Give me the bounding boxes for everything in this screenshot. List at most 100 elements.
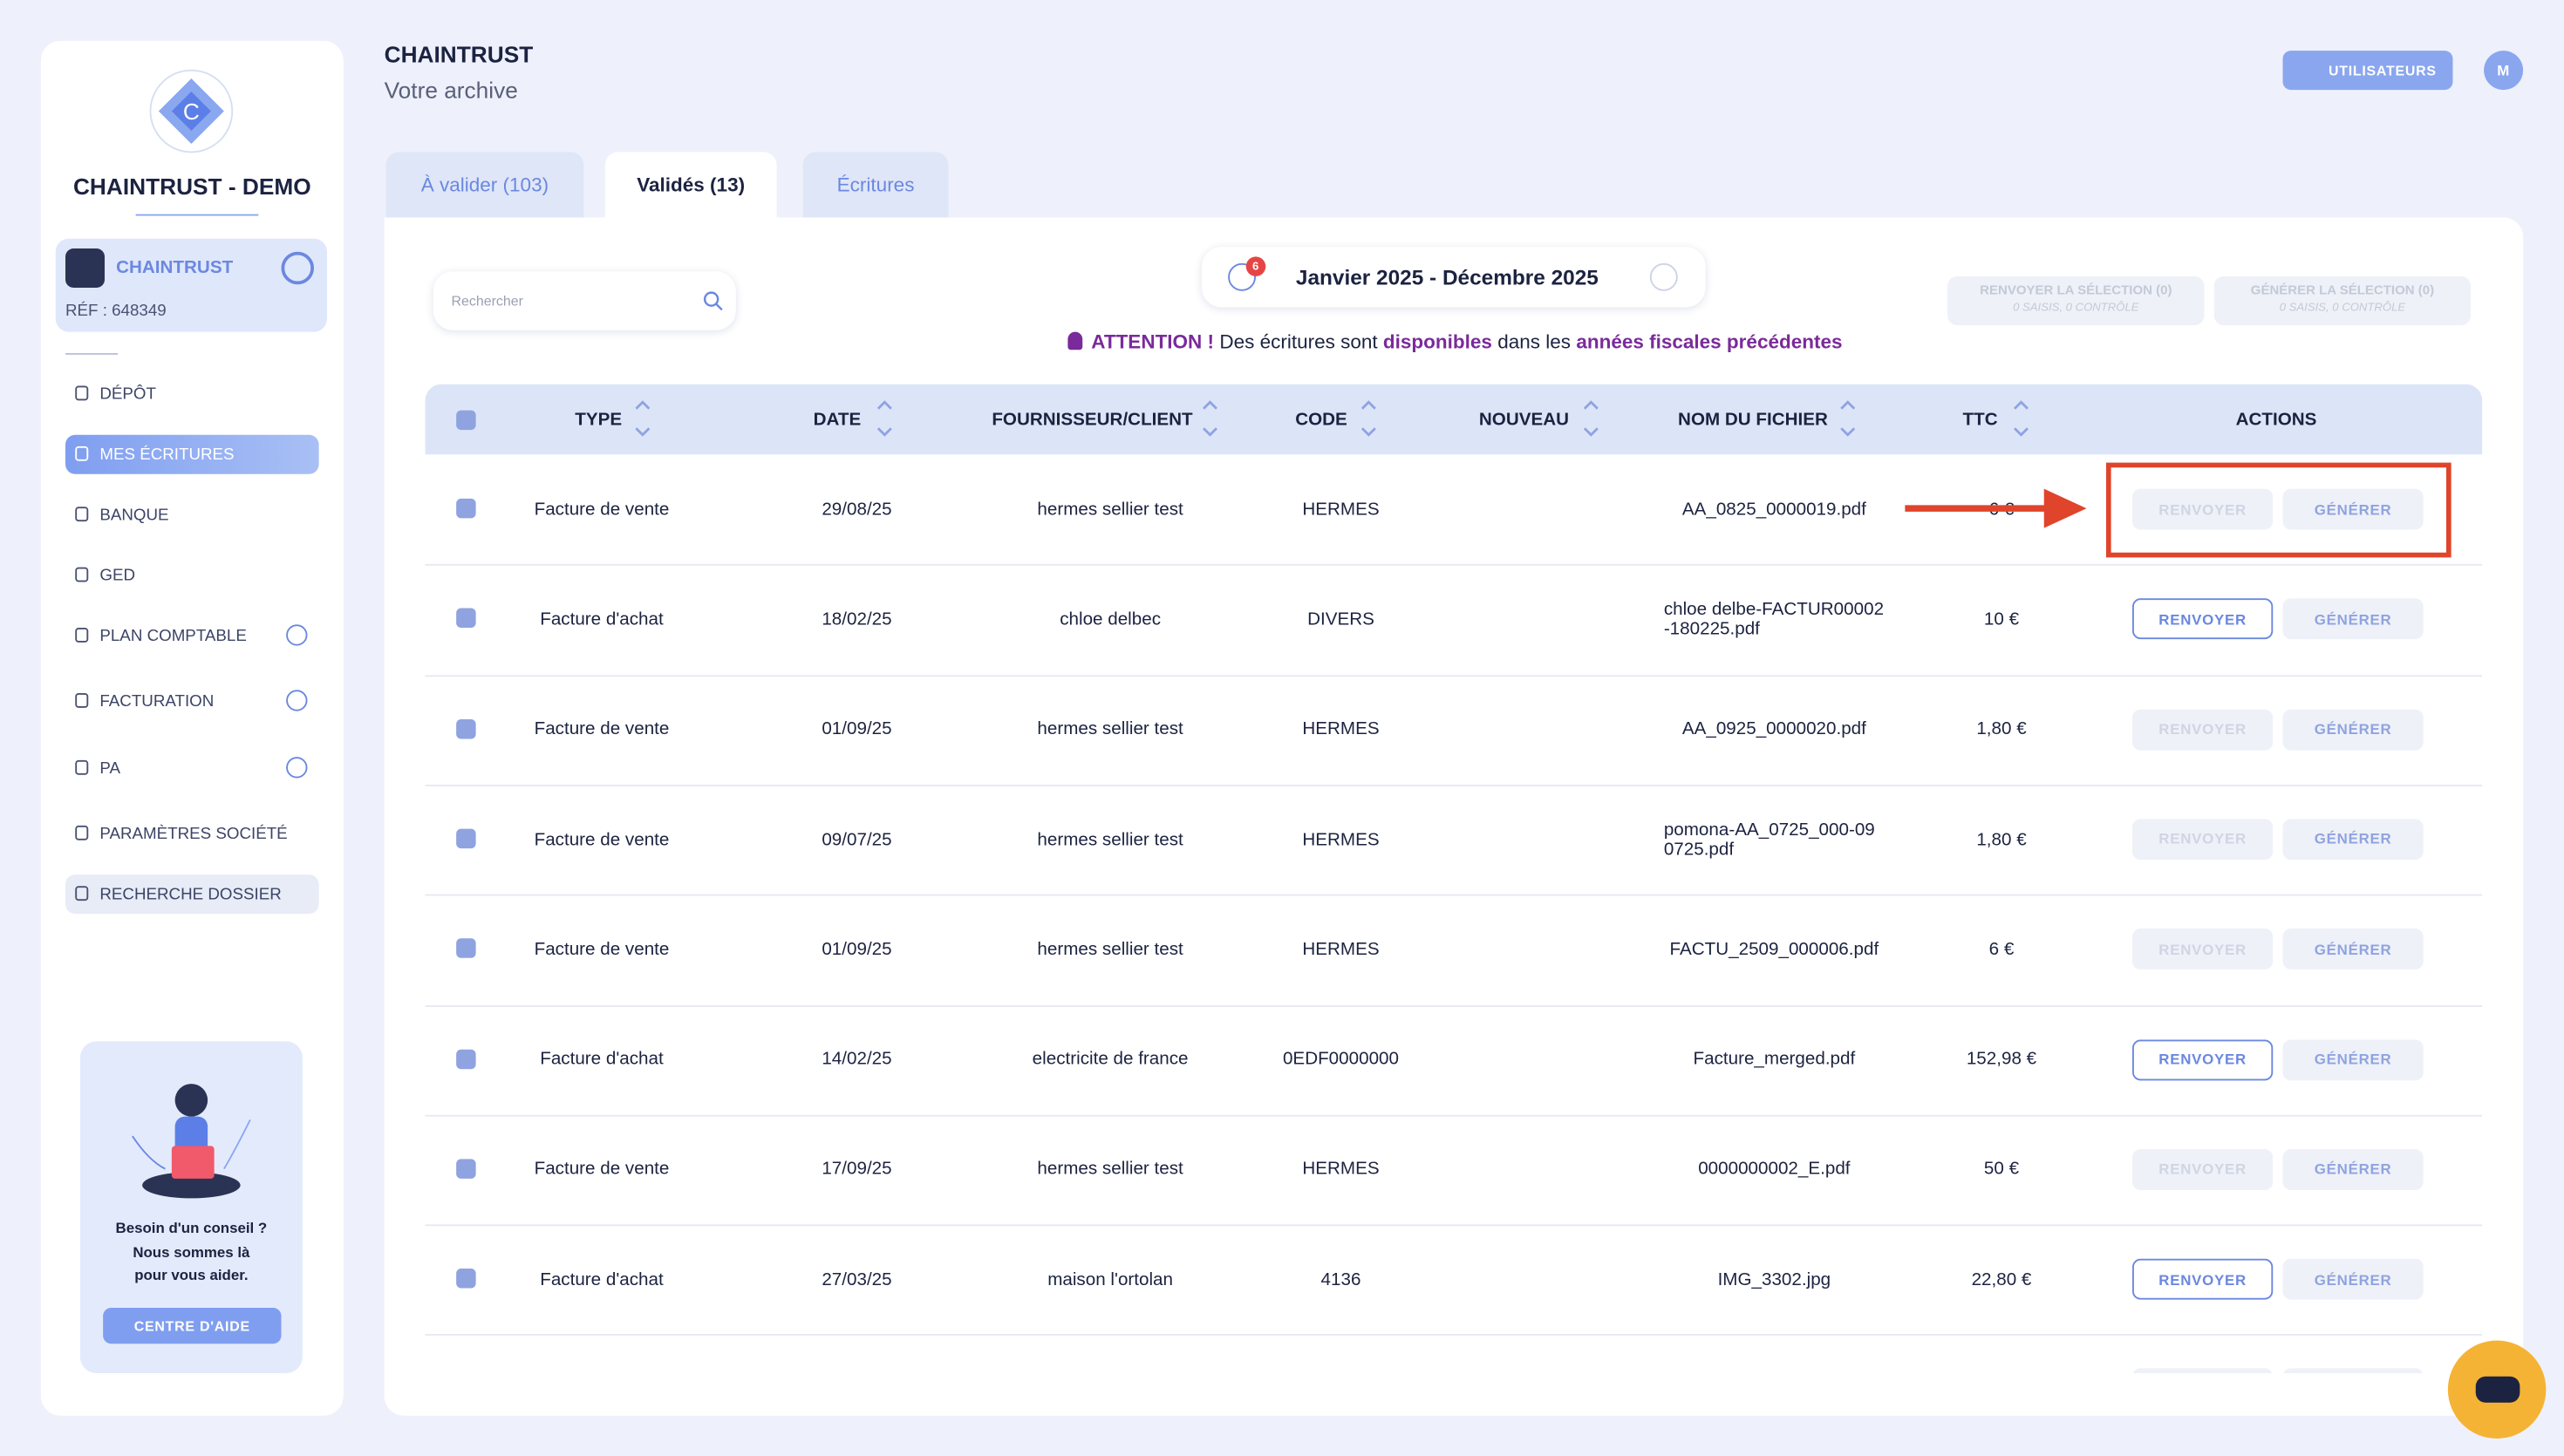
- row-checkbox[interactable]: [456, 498, 476, 519]
- highlight-arrow: [1905, 488, 2087, 528]
- row-checkbox[interactable]: [456, 1048, 476, 1069]
- resend-button[interactable]: RENVOYER: [2132, 708, 2274, 750]
- generate-button[interactable]: GÉNÉRER: [2282, 1038, 2424, 1080]
- header-checkbox[interactable]: [456, 410, 476, 431]
- tab[interactable]: Validés (13): [604, 152, 777, 218]
- cell-party: maison l'ortolan: [1047, 1269, 1174, 1289]
- cell-ttc: 50 €: [1983, 1160, 2020, 1180]
- column-header: FOURNISSEUR/CLIENT: [992, 409, 1193, 430]
- resend-button[interactable]: RENVOYER: [2132, 488, 2274, 530]
- row-checkbox[interactable]: [456, 609, 476, 629]
- row-checkbox[interactable]: [456, 828, 476, 848]
- bulk-button[interactable]: GÉNÉRER LA SÉLECTION (0) 0 SAISIS, 0 CONT…: [2213, 276, 2472, 326]
- resend-button[interactable]: RENVOYER: [2132, 929, 2274, 970]
- resend-button[interactable]: RENVOYER: [2132, 1148, 2274, 1190]
- brand: CHAINTRUST - DEMO: [72, 173, 311, 200]
- menu-label: PA: [99, 759, 121, 778]
- avatar[interactable]: M: [2484, 51, 2524, 91]
- menu-label: RECHERCHE DOSSIER: [99, 885, 282, 903]
- generate-button[interactable]: GÉNÉRER: [2282, 1148, 2424, 1190]
- help-line: Nous sommes là: [133, 1242, 250, 1260]
- action-button[interactable]: [2132, 1369, 2274, 1373]
- menu-item[interactable]: FACTURATION: [65, 682, 319, 721]
- users-button[interactable]: UTILISATEURS: [2282, 51, 2453, 91]
- generate-button[interactable]: GÉNÉRER: [2282, 1258, 2424, 1300]
- resend-button[interactable]: RENVOYER: [2132, 1258, 2274, 1300]
- divider: [65, 353, 118, 355]
- table: TYPE DATE FOURNISSEUR/CLIENT CODE NOUVEAU NOM…: [425, 384, 2483, 1373]
- file-name: IMG_3302.jpg: [1717, 1269, 1831, 1289]
- sort-icon[interactable]: [2013, 398, 2029, 440]
- search-box[interactable]: Rechercher: [433, 271, 736, 330]
- tab[interactable]: À valider (103): [385, 152, 584, 218]
- row-checkbox[interactable]: [456, 1158, 476, 1179]
- help-button[interactable]: CENTRE D'AIDE: [103, 1308, 282, 1344]
- sort-icon[interactable]: [1202, 398, 1218, 440]
- generate-button[interactable]: GÉNÉRER: [2282, 929, 2424, 970]
- menu-item[interactable]: DÉPÔT: [65, 374, 319, 413]
- bulk-label: RENVOYER LA SÉLECTION (0): [1980, 282, 2172, 298]
- sort-icon[interactable]: [876, 398, 893, 440]
- tab[interactable]: Écritures: [802, 152, 949, 218]
- chat-button[interactable]: [2447, 1340, 2547, 1439]
- menu-item[interactable]: RECHERCHE DOSSIER: [65, 874, 319, 915]
- prev-period[interactable]: [1228, 262, 1256, 291]
- cell-type: Facture de vente: [534, 1160, 670, 1180]
- cell-type: Facture d'achat: [540, 1269, 664, 1289]
- svg-text:C: C: [183, 99, 200, 125]
- column-header: NOM DU FICHIER: [1678, 409, 1828, 430]
- divider: [135, 214, 259, 216]
- sort-icon[interactable]: [635, 398, 651, 440]
- resend-button[interactable]: RENVOYER: [2132, 598, 2274, 640]
- file-name: FACTU_2509_000006.pdf: [1669, 939, 1879, 960]
- menu-item[interactable]: GED: [65, 556, 319, 595]
- cell-file: Facture_merged.pdf: [1643, 1004, 1905, 1114]
- menu-label: DÉPÔT: [99, 384, 156, 404]
- cell-file: pomona-AA_0725_000-090725.pdf: [1643, 785, 1905, 895]
- bulk-button[interactable]: RENVOYER LA SÉLECTION (0) 0 SAISIS, 0 CON…: [1947, 276, 2205, 326]
- generate-button[interactable]: GÉNÉRER: [2282, 819, 2424, 861]
- file-name: Facture_merged.pdf: [1693, 1050, 1856, 1070]
- menu-item[interactable]: BANQUE: [65, 495, 319, 534]
- row-checkbox[interactable]: [456, 1269, 476, 1289]
- menu-item[interactable]: MES ÉCRITURES: [65, 434, 319, 474]
- cell-party: hermes sellier test: [1037, 1160, 1183, 1180]
- cell-type: Facture de vente: [534, 939, 670, 960]
- notice-icon: [1067, 331, 1083, 350]
- notice-text: dans les: [1497, 330, 1572, 353]
- company-switch[interactable]: [281, 251, 314, 285]
- cell-date: 29/08/25: [822, 500, 892, 520]
- cell-file: FACTU_2509_000006.pdf: [1643, 895, 1905, 1004]
- menu-item[interactable]: PLAN COMPTABLE: [65, 616, 319, 656]
- cell-party: chloe delbec: [1060, 609, 1162, 629]
- row-checkbox[interactable]: [456, 718, 476, 738]
- generate-button[interactable]: GÉNÉRER: [2282, 598, 2424, 640]
- row-separator: [425, 564, 2483, 567]
- row-separator: [425, 894, 2483, 896]
- sort-icon[interactable]: [1839, 398, 1856, 440]
- resend-button[interactable]: RENVOYER: [2132, 1038, 2274, 1080]
- menu-expand[interactable]: [286, 757, 308, 779]
- table-header: [425, 384, 2483, 455]
- notice-text: Des écritures sont: [1219, 330, 1378, 353]
- resend-button[interactable]: RENVOYER: [2132, 819, 2274, 861]
- menu-expand[interactable]: [286, 690, 308, 711]
- generate-button[interactable]: GÉNÉRER: [2282, 488, 2424, 530]
- file-name: AA_0925_0000020.pdf: [1681, 719, 1866, 739]
- menu-item[interactable]: PARAMÈTRES SOCIÉTÉ: [65, 814, 319, 854]
- sort-icon[interactable]: [1583, 398, 1599, 440]
- menu-item[interactable]: PA: [65, 749, 319, 788]
- next-period[interactable]: [1649, 262, 1678, 291]
- generate-button[interactable]: GÉNÉRER: [2282, 708, 2424, 750]
- menu-label: FACTURATION: [99, 692, 215, 711]
- company-box[interactable]: CHAINTRUST RÉF : 648349: [55, 238, 327, 332]
- row-separator: [425, 1004, 2483, 1007]
- sort-icon[interactable]: [1360, 398, 1377, 440]
- action-button[interactable]: [2282, 1369, 2424, 1373]
- cell-code: 0EDF0000000: [1282, 1050, 1400, 1070]
- cell-party: hermes sellier test: [1037, 719, 1183, 739]
- row-checkbox[interactable]: [456, 938, 476, 959]
- menu-expand[interactable]: [286, 624, 308, 646]
